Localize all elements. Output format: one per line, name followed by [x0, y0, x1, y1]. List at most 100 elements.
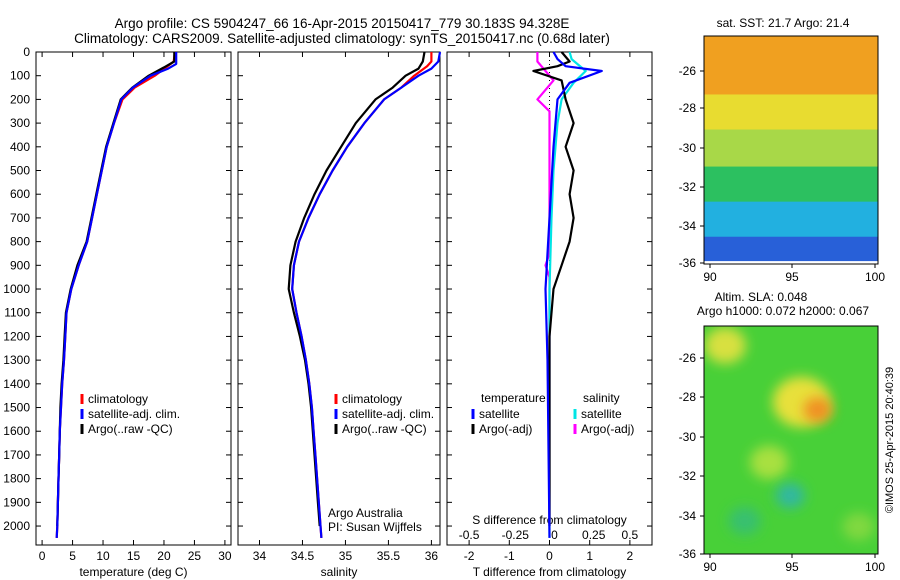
lat-tick-label: -28 — [679, 101, 697, 115]
lon-tick-label: 95 — [785, 560, 799, 574]
depth-tick-label: 1300 — [3, 353, 30, 367]
depth-tick-label: 100 — [10, 69, 30, 83]
difference-legend-label: Argo(-adj) — [581, 422, 634, 436]
depth-tick-label: 700 — [10, 211, 30, 225]
sst-map-title: sat. SST: 21.7 Argo: 21.4 — [717, 16, 850, 30]
temperature-x-tick-label: 15 — [127, 549, 141, 563]
salinity-legend-label: climatology — [342, 392, 402, 406]
depth-tick-label: 1400 — [3, 377, 30, 391]
depth-tick-label: 1900 — [3, 495, 30, 509]
lat-tick-label: -30 — [679, 141, 697, 155]
lat-tick-label: -32 — [679, 180, 697, 194]
salinity-x-tick-label: 35 — [339, 549, 353, 563]
lon-tick-label: 100 — [865, 560, 885, 574]
top-x-tick-label: 0.5 — [622, 528, 639, 542]
depth-tick-label: 2000 — [3, 519, 30, 533]
depth-tick-label: 1100 — [4, 306, 30, 320]
depth-tick-label: 1500 — [3, 401, 30, 415]
lat-tick-label: -28 — [679, 390, 697, 404]
top-x-tick-label: 0.25 — [582, 528, 606, 542]
depth-tick-label: 800 — [10, 235, 30, 249]
temperature-x-tick-label: 0 — [39, 549, 46, 563]
difference-legend-label: Argo(-adj) — [479, 422, 532, 436]
salinity-x-tick-label: 36 — [425, 549, 439, 563]
map-frame — [703, 35, 879, 265]
salinity-legend-label: Argo(..raw -QC) — [342, 422, 427, 436]
figure-title-line2: Climatology: CARS2009. Satellite-adjuste… — [74, 31, 610, 46]
depth-tick-label: 200 — [10, 92, 30, 106]
top-x-tick-label: 0 — [551, 528, 558, 542]
temperature-x-axis-label: temperature (deg C) — [79, 565, 187, 579]
difference-legend-label: satellite — [479, 407, 520, 421]
lon-tick-label: 100 — [865, 270, 885, 284]
temperature-x-tick-label: 30 — [218, 549, 232, 563]
salinity-series-satellite-adj--clim- — [291, 51, 442, 538]
sst-color-band — [704, 129, 878, 168]
temperature-legend-label: satellite-adj. clim. — [88, 407, 180, 421]
sla-anomaly-blob — [749, 445, 789, 480]
depth-tick-label: 300 — [10, 116, 30, 130]
lon-tick-label: 95 — [785, 270, 799, 284]
lat-tick-label: -26 — [679, 351, 697, 365]
difference-series-argo--adj- — [532, 51, 575, 526]
legend-header-salinity: salinity — [583, 391, 620, 405]
depth-tick-label: 400 — [10, 140, 30, 154]
depth-tick-label: 1000 — [3, 282, 30, 296]
sst-color-band — [704, 36, 878, 96]
sla-map-subtitle: Argo h1000: 0.072 h2000: 0.067 — [697, 304, 869, 318]
figure-title-line1: Argo profile: CS 5904247_66 16-Apr-2015 … — [115, 16, 570, 31]
institution-annotation: Argo Australia — [328, 506, 403, 520]
sla-anomaly-blob — [775, 482, 805, 509]
salinity-plot-frame — [237, 51, 441, 546]
lon-tick-label: 90 — [703, 270, 717, 284]
sla-anomaly-blob — [803, 397, 833, 423]
map-field — [704, 36, 878, 262]
difference-x-tick-label: 0 — [546, 549, 553, 563]
map-frame — [703, 325, 879, 555]
sla-map-panel: -26 -28 -30 -32 -34 -36 90 95 100 Altim. SLA: 0.0… — [679, 290, 886, 574]
depth-tick-label: 1700 — [3, 448, 30, 462]
sst-color-band — [704, 166, 878, 203]
lat-tick-label: -34 — [679, 219, 697, 233]
difference-x-tick-label: 2 — [627, 549, 634, 563]
temperature-x-tick-label: 5 — [69, 549, 76, 563]
sst-color-band — [704, 236, 878, 262]
lat-tick-label: -30 — [679, 430, 697, 444]
lat-tick-label: -36 — [679, 547, 697, 561]
temperature-x-tick-label: 20 — [157, 549, 171, 563]
difference-x-tick-label: -1 — [504, 549, 515, 563]
temperature-x-tick-label: 25 — [188, 549, 202, 563]
salinity-panel: 34 34.5 35 35.5 36 salinity climatologysatelli… — [237, 51, 442, 579]
sla-anomaly-blob — [728, 506, 761, 535]
institution-annotation: PI: Susan Wijffels — [328, 520, 422, 534]
salinity-x-tick-label: 34 — [253, 549, 267, 563]
lon-tick-label: 90 — [703, 560, 717, 574]
salinity-x-tick-label: 35.5 — [377, 549, 401, 563]
sla-anomaly-blob — [704, 327, 746, 364]
salinity-legend-label: satellite-adj. clim. — [342, 407, 434, 421]
difference-x-axis-label: T difference from climatology — [473, 565, 627, 579]
temperature-x-tick-label: 10 — [96, 549, 110, 563]
difference-legend-label: satellite — [581, 407, 622, 421]
sla-map-title: Altim. SLA: 0.048 — [715, 290, 808, 304]
top-x-tick-label: -0.25 — [502, 528, 530, 542]
depth-tick-label: 900 — [10, 258, 30, 272]
salinity-x-tick-label: 34.5 — [291, 549, 315, 563]
depth-tick-label: 600 — [10, 187, 30, 201]
top-x-tick-label: -0.5 — [459, 528, 480, 542]
map-field — [704, 326, 878, 554]
legend-header-temperature: temperature — [481, 391, 546, 405]
difference-x-tick-label: -2 — [464, 549, 475, 563]
depth-tick-label: 1200 — [3, 329, 30, 343]
temperature-legend-label: Argo(..raw -QC) — [88, 422, 173, 436]
lat-tick-label: -32 — [679, 469, 697, 483]
sla-anomaly-blob — [842, 512, 875, 541]
depth-tick-label: 1800 — [3, 472, 30, 486]
sst-color-band — [704, 201, 878, 238]
imos-credit: ©IMOS 25-Apr-2015 20:40:39 — [884, 367, 896, 513]
lat-tick-label: -36 — [679, 256, 697, 270]
difference-series-satellite — [548, 51, 587, 538]
difference-series-satellite — [544, 51, 603, 538]
temperature-legend-label: climatology — [88, 392, 148, 406]
